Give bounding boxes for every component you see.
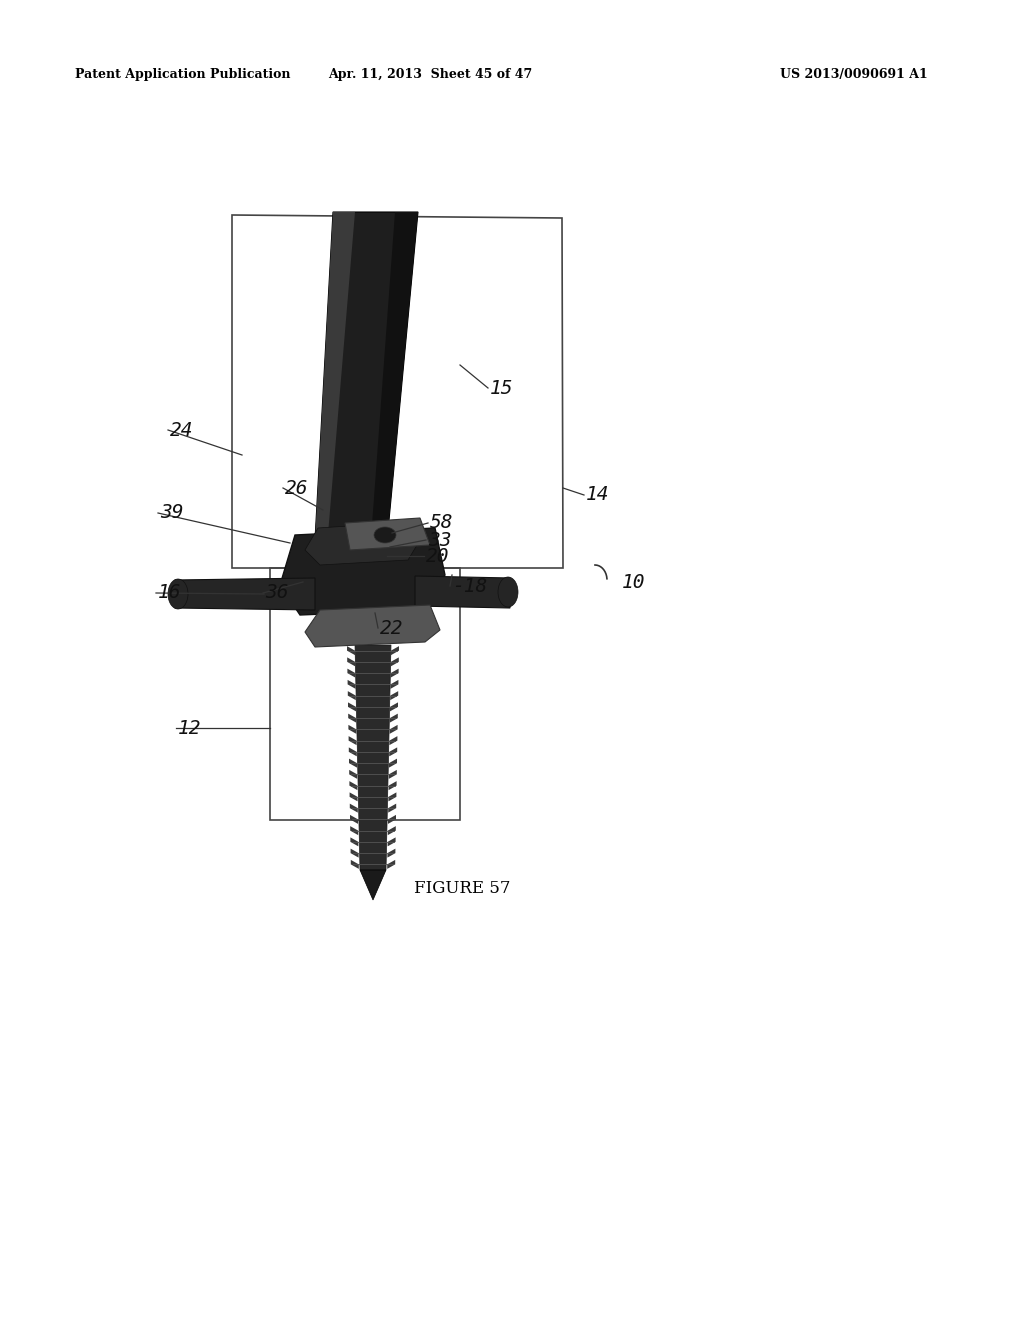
- Polygon shape: [388, 837, 395, 846]
- Polygon shape: [390, 692, 398, 700]
- Polygon shape: [348, 737, 356, 744]
- Text: 36: 36: [265, 583, 289, 602]
- Text: US 2013/0090691 A1: US 2013/0090691 A1: [780, 69, 928, 81]
- Polygon shape: [314, 213, 355, 558]
- Polygon shape: [390, 702, 398, 711]
- Polygon shape: [345, 517, 430, 550]
- Text: 39: 39: [160, 503, 183, 523]
- Text: 26: 26: [285, 479, 308, 498]
- Text: 33: 33: [428, 531, 452, 549]
- Text: 58: 58: [430, 513, 454, 532]
- Polygon shape: [389, 759, 397, 768]
- Polygon shape: [389, 770, 397, 779]
- Polygon shape: [305, 523, 420, 565]
- Polygon shape: [360, 870, 386, 900]
- Text: 22: 22: [380, 619, 403, 638]
- Polygon shape: [350, 804, 357, 813]
- Polygon shape: [387, 859, 395, 869]
- Text: FIGURE 57: FIGURE 57: [414, 880, 510, 898]
- Polygon shape: [347, 657, 355, 667]
- Polygon shape: [349, 759, 357, 768]
- Polygon shape: [350, 826, 358, 836]
- Polygon shape: [347, 680, 355, 689]
- Polygon shape: [390, 669, 398, 677]
- Ellipse shape: [498, 577, 518, 607]
- Polygon shape: [351, 859, 358, 869]
- Polygon shape: [388, 826, 396, 836]
- Text: 14: 14: [586, 486, 609, 504]
- Polygon shape: [348, 702, 356, 711]
- Polygon shape: [349, 792, 357, 801]
- Polygon shape: [389, 725, 397, 734]
- Polygon shape: [389, 737, 397, 744]
- Ellipse shape: [168, 579, 188, 609]
- Polygon shape: [389, 747, 397, 756]
- Text: 15: 15: [490, 379, 513, 397]
- Polygon shape: [388, 814, 396, 824]
- Polygon shape: [280, 528, 445, 615]
- Text: 16: 16: [158, 583, 181, 602]
- Polygon shape: [347, 669, 355, 677]
- Polygon shape: [391, 645, 399, 655]
- Polygon shape: [305, 605, 440, 647]
- Text: Apr. 11, 2013  Sheet 45 of 47: Apr. 11, 2013 Sheet 45 of 47: [328, 69, 532, 81]
- Polygon shape: [350, 837, 358, 846]
- Polygon shape: [175, 578, 315, 610]
- Polygon shape: [388, 792, 396, 801]
- Polygon shape: [350, 814, 358, 824]
- Text: Patent Application Publication: Patent Application Publication: [75, 69, 291, 81]
- Text: 20: 20: [426, 546, 450, 565]
- Polygon shape: [388, 781, 396, 791]
- Polygon shape: [348, 692, 355, 700]
- Polygon shape: [349, 770, 357, 779]
- Polygon shape: [390, 680, 398, 689]
- Polygon shape: [388, 804, 396, 813]
- Polygon shape: [355, 645, 391, 870]
- Polygon shape: [349, 781, 357, 791]
- Polygon shape: [314, 213, 418, 558]
- Text: -18: -18: [452, 577, 487, 595]
- Text: 24: 24: [170, 421, 194, 440]
- Polygon shape: [390, 714, 397, 722]
- Polygon shape: [350, 849, 358, 858]
- Polygon shape: [348, 725, 356, 734]
- Text: 10: 10: [622, 573, 645, 591]
- Ellipse shape: [374, 527, 396, 543]
- Polygon shape: [387, 849, 395, 858]
- Polygon shape: [391, 657, 398, 667]
- Polygon shape: [348, 714, 356, 722]
- Polygon shape: [347, 645, 355, 655]
- Text: 12: 12: [178, 718, 202, 738]
- Polygon shape: [415, 576, 510, 609]
- Polygon shape: [370, 213, 418, 552]
- Polygon shape: [349, 747, 356, 756]
